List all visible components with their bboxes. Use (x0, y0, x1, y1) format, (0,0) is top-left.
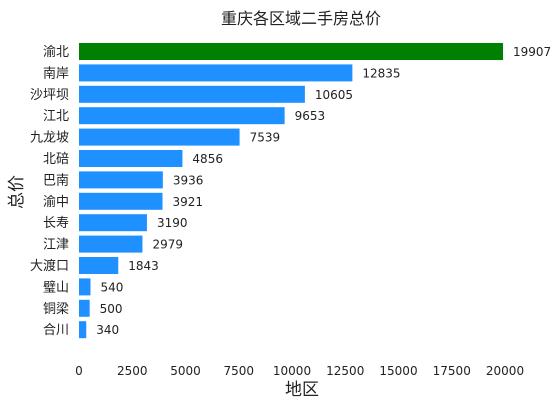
chart-title: 重庆各区域二手房总价 (221, 9, 381, 28)
x-tick-label: 17500 (433, 364, 471, 378)
value-label: 7539 (250, 131, 281, 145)
value-label: 10605 (315, 88, 353, 102)
value-label: 12835 (362, 66, 400, 80)
y-tick-label: 渝中 (43, 194, 69, 210)
y-tick-label: 长寿 (43, 216, 69, 231)
value-label: 3921 (173, 195, 204, 209)
y-tick-label: 九龙坡 (30, 131, 69, 146)
bar (79, 128, 240, 146)
bar (79, 299, 90, 317)
bar (79, 321, 87, 339)
x-tick-label: 15000 (379, 364, 417, 378)
bar (79, 214, 147, 232)
bar (79, 171, 163, 189)
value-label: 4856 (192, 152, 223, 166)
bar (79, 257, 119, 274)
value-label: 9653 (295, 109, 326, 123)
bar (79, 43, 504, 60)
bar (79, 150, 183, 167)
value-label: 1843 (128, 259, 159, 273)
bar (79, 85, 305, 103)
y-tick-label: 江津 (43, 238, 69, 253)
y-tick-label: 合川 (43, 323, 69, 338)
bar (79, 278, 91, 296)
bar (79, 235, 143, 253)
x-tick-label: 7500 (223, 364, 254, 378)
bar (79, 192, 163, 210)
x-tick-label: 12500 (326, 364, 364, 378)
y-tick-label: 北碚 (43, 152, 69, 167)
x-tick-labels: 0 2500 5000 7500 10000 12500 15000 17500 20000 (75, 364, 524, 378)
value-label: 340 (96, 323, 119, 337)
value-label: 19907 (513, 45, 551, 59)
x-tick-label: 5000 (170, 364, 201, 378)
value-labels: 19907 12835 10605 9653 7539 4856 3936 3921 3190 2… (96, 45, 551, 337)
y-tick-label: 沙坪坝 (30, 88, 69, 103)
value-label: 3190 (157, 216, 188, 230)
value-label: 540 (101, 280, 124, 294)
x-tick-label: 2500 (117, 364, 148, 378)
bar (79, 64, 353, 82)
y-tick-label: 南岸 (43, 65, 69, 81)
y-tick-label: 渝北 (43, 44, 69, 60)
value-label: 500 (100, 302, 123, 316)
y-tick-label: 大渡口 (30, 258, 69, 274)
x-tick-label: 20000 (486, 364, 524, 378)
value-label: 3936 (173, 173, 204, 187)
value-label: 2979 (152, 238, 183, 252)
y-tick-label: 江北 (43, 109, 69, 124)
bars-group (79, 43, 504, 339)
y-axis-label: 总价 (7, 175, 27, 209)
y-tick-label: 璧山 (43, 279, 69, 295)
y-tick-label: 巴南 (43, 172, 69, 188)
y-tick-label: 铜梁 (43, 302, 69, 317)
bar (79, 107, 285, 125)
x-tick-label: 0 (75, 364, 83, 378)
x-axis-label: 地区 (285, 380, 319, 400)
x-tick-label: 10000 (273, 364, 311, 378)
